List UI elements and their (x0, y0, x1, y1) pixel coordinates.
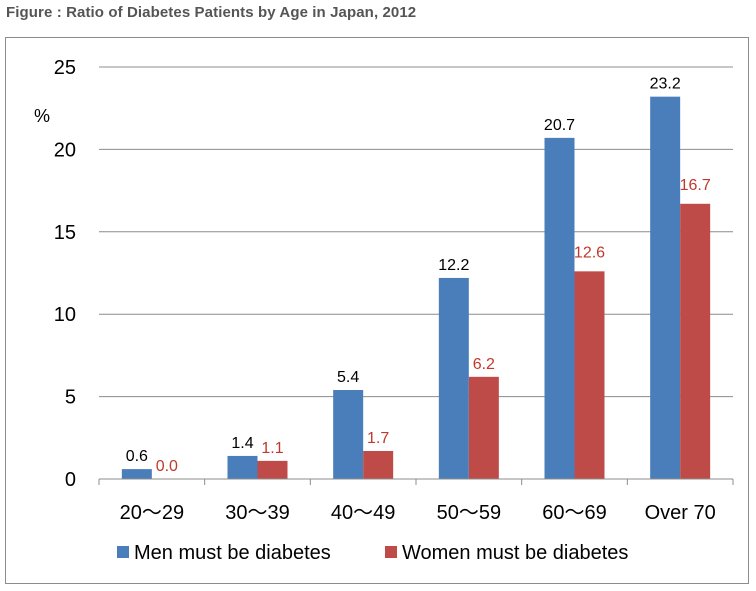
data-label-women-0: 0.0 (156, 458, 178, 475)
y-tick-label-10: 10 (54, 304, 76, 326)
bar-women-5 (680, 203, 711, 479)
legend-label-women: Women must be diabetes (402, 542, 628, 564)
y-tick-label-20: 20 (54, 139, 76, 161)
y-tick-label-0: 0 (65, 469, 76, 491)
bar-men-3 (438, 277, 469, 479)
bar-men-4 (544, 137, 575, 479)
category-label-3: 50～59 (437, 502, 502, 524)
y-tick-label-5: 5 (65, 387, 76, 409)
y-axis-ticks: 0 5 10 15 20 25 (54, 57, 76, 491)
data-labels: 0.6 0.0 1.4 1.1 5.4 1.7 12.2 6.2 20.7 12.6 23.2 16.… (126, 76, 711, 475)
gridlines (99, 66, 733, 398)
bar-women-3 (468, 376, 499, 479)
data-label-women-2: 1.7 (367, 430, 389, 447)
bars (121, 96, 711, 479)
bar-men-2 (333, 390, 364, 479)
data-label-men-5: 23.2 (650, 76, 681, 93)
category-label-5: Over 70 (645, 502, 716, 524)
data-label-women-4: 12.6 (574, 244, 605, 261)
data-label-men-1: 1.4 (231, 435, 253, 452)
y-axis-label: % (34, 106, 50, 126)
data-label-men-3: 12.2 (438, 257, 469, 274)
category-label-4: 60～69 (542, 502, 607, 524)
data-label-men-0: 0.6 (126, 448, 148, 465)
data-label-women-5: 16.7 (680, 177, 711, 194)
chart-frame (5, 37, 749, 584)
legend-label-men: Men must be diabetes (134, 542, 331, 564)
bar-women-4 (574, 271, 605, 479)
legend-swatch-women (385, 546, 397, 558)
figure-title: Figure : Ratio of Diabetes Patients by A… (6, 4, 417, 21)
bar-men-5 (650, 96, 681, 479)
category-label-0: 20～29 (120, 502, 185, 524)
data-label-women-1: 1.1 (261, 440, 283, 457)
legend-swatch-men (117, 546, 129, 558)
bar-women-2 (363, 450, 394, 479)
bar-women-1 (257, 460, 288, 479)
y-tick-label-15: 15 (54, 222, 76, 244)
y-tick-label-25: 25 (54, 57, 76, 79)
bar-men-1 (227, 455, 258, 479)
data-label-men-2: 5.4 (337, 369, 359, 386)
data-label-women-3: 6.2 (473, 356, 495, 373)
data-label-men-4: 20.7 (544, 117, 575, 134)
legend: Men must be diabetes Women must be diabe… (117, 542, 628, 564)
category-label-1: 30～39 (225, 502, 290, 524)
category-labels: 20～29 30～39 40～49 50～59 60～69 Over 70 (120, 502, 716, 524)
x-axis-ticks (98, 479, 734, 485)
category-label-2: 40～49 (331, 502, 396, 524)
bar-men-0 (121, 469, 152, 479)
